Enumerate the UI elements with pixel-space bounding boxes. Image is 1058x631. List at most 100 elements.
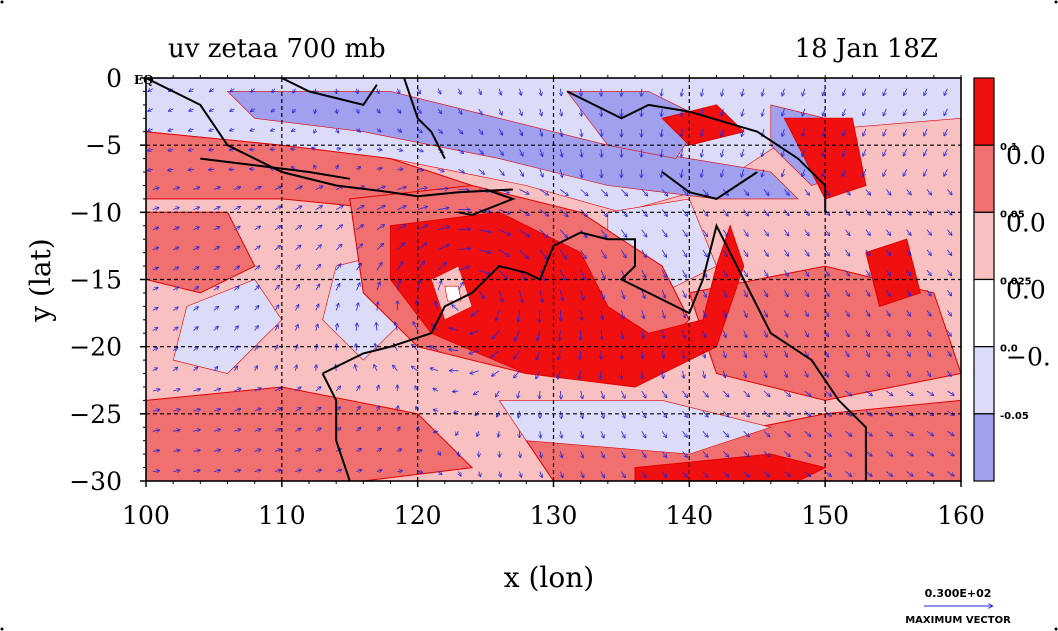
wind-vector xyxy=(926,330,931,337)
wind-vector xyxy=(458,108,461,114)
wind-vector xyxy=(681,149,682,157)
wind-vector xyxy=(437,281,441,291)
wind-vector xyxy=(722,229,727,236)
wind-vector xyxy=(924,108,928,115)
wind-vector xyxy=(743,330,747,338)
wind-vector xyxy=(335,245,341,251)
wind-vector xyxy=(845,350,849,357)
wind-vector xyxy=(498,249,509,256)
y-tick-label: −25 xyxy=(69,400,122,429)
wind-vector xyxy=(430,346,439,352)
wind-vector xyxy=(682,189,688,196)
wind-vector xyxy=(376,225,384,231)
wind-vector xyxy=(152,328,158,331)
wind-vector xyxy=(621,209,627,217)
wind-vector xyxy=(148,129,153,131)
wind-vector xyxy=(641,431,646,437)
wind-vector xyxy=(580,249,586,258)
wind-vector xyxy=(947,189,951,195)
wind-vector xyxy=(621,451,625,457)
wind-vector xyxy=(478,289,484,298)
wind-vector xyxy=(926,471,933,476)
wind-vector xyxy=(742,149,744,156)
wind-vector xyxy=(315,225,322,231)
wind-vector xyxy=(600,229,607,237)
wind-vector xyxy=(701,169,703,177)
wind-vector xyxy=(763,471,769,477)
coastline-7 xyxy=(321,373,351,481)
wind-vector xyxy=(376,129,381,132)
wind-vector xyxy=(601,149,602,157)
wind-vector xyxy=(234,409,240,411)
wind-vector xyxy=(581,431,583,438)
wind-vector xyxy=(519,249,529,258)
wind-vector xyxy=(540,88,541,96)
coastline-8 xyxy=(322,222,867,481)
wind-vector xyxy=(947,471,953,476)
wind-vector xyxy=(193,347,198,352)
wind-vector xyxy=(823,108,826,116)
wind-vector xyxy=(681,128,682,136)
equator-label: EQ xyxy=(134,73,154,87)
wind-vector xyxy=(412,366,418,372)
wind-vector xyxy=(173,247,178,250)
wind-vector xyxy=(274,408,281,412)
wind-vector xyxy=(397,129,401,132)
wind-vector xyxy=(742,128,744,136)
wind-vector xyxy=(173,267,178,270)
wind-vector xyxy=(641,471,646,478)
wind-vector xyxy=(397,206,406,210)
wind-vector xyxy=(492,370,500,376)
wind-vector xyxy=(702,431,708,437)
wind-vector xyxy=(271,129,276,131)
vorticity-region-17 xyxy=(865,238,921,308)
wind-vector xyxy=(377,108,380,113)
wind-vector xyxy=(744,350,747,358)
wind-vector xyxy=(357,88,358,94)
wind-vector xyxy=(784,310,787,316)
wind-vector xyxy=(336,128,338,133)
wind-vector xyxy=(580,350,581,360)
wind-vector xyxy=(499,229,510,235)
wind-vector xyxy=(213,307,218,311)
wind-vector xyxy=(784,269,788,276)
colorbar-large-label: 0.0 xyxy=(1006,208,1046,237)
wind-vector xyxy=(721,169,723,176)
wind-vector xyxy=(661,229,667,237)
wind-vector xyxy=(152,308,158,311)
wind-vector xyxy=(784,189,789,196)
wind-vector xyxy=(581,169,582,177)
colorbar-label: -0.05 xyxy=(1000,411,1029,422)
wind-vector xyxy=(743,229,748,236)
wind-vector xyxy=(431,368,439,372)
wind-vector xyxy=(376,168,382,169)
wind-vector xyxy=(703,370,705,378)
wind-vector xyxy=(661,390,666,397)
wind-vector xyxy=(743,209,748,216)
wind-vector xyxy=(213,367,218,372)
wind-vector xyxy=(539,229,548,238)
wind-vector xyxy=(254,388,261,392)
wind-vector xyxy=(885,269,890,276)
wind-vector xyxy=(193,450,200,451)
wind-vector xyxy=(843,108,846,116)
wind-vector xyxy=(234,366,237,372)
wind-vector xyxy=(519,128,523,135)
wind-vector xyxy=(784,249,788,256)
wind-vector xyxy=(883,149,887,156)
wind-vector xyxy=(702,471,708,477)
wind-vector xyxy=(560,471,563,478)
wind-vector xyxy=(376,149,382,150)
wind-vector xyxy=(496,310,500,320)
field-layer xyxy=(146,78,961,481)
wind-vector xyxy=(560,310,561,320)
wind-vector xyxy=(763,390,770,396)
wind-vector xyxy=(581,310,582,319)
wind-vector xyxy=(152,430,160,431)
wind-vector xyxy=(763,290,768,296)
wind-vector xyxy=(437,169,444,171)
wind-vector xyxy=(641,249,646,257)
wind-vector xyxy=(356,167,361,169)
wind-vector xyxy=(230,149,235,150)
wind-vector xyxy=(397,108,400,113)
